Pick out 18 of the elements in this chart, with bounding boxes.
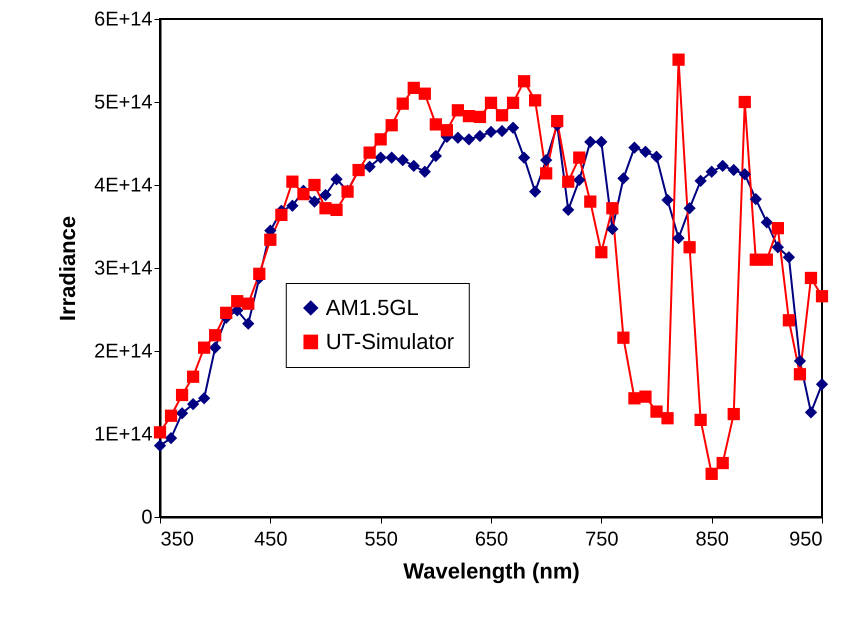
x-tick-label: 350 xyxy=(160,528,194,550)
x-tick-label: 650 xyxy=(474,528,508,550)
legend-label: UT-Simulator xyxy=(326,328,454,354)
x-tick-label: 450 xyxy=(254,528,288,550)
x-tick-label: 750 xyxy=(585,528,619,550)
y-tick-label: 0 xyxy=(141,506,152,528)
y-tick-label: 1E+14 xyxy=(94,424,152,446)
x-axis-title: Wavelength (nm) xyxy=(403,558,580,584)
x-tick-label: 950 xyxy=(789,528,822,550)
y-tick-label: 3E+14 xyxy=(94,258,152,280)
y-tick-label: 6E+14 xyxy=(94,8,152,30)
y-tick-label: 2E+14 xyxy=(94,340,152,362)
legend-label: AM1.5GL xyxy=(326,294,419,320)
x-tick-label: 550 xyxy=(364,528,398,550)
y-tick-label: 5E+14 xyxy=(94,92,152,114)
x-tick-label: 850 xyxy=(695,528,729,550)
y-tick-label: 4E+14 xyxy=(94,174,152,196)
y-axis-title: Irradiance xyxy=(55,216,80,322)
